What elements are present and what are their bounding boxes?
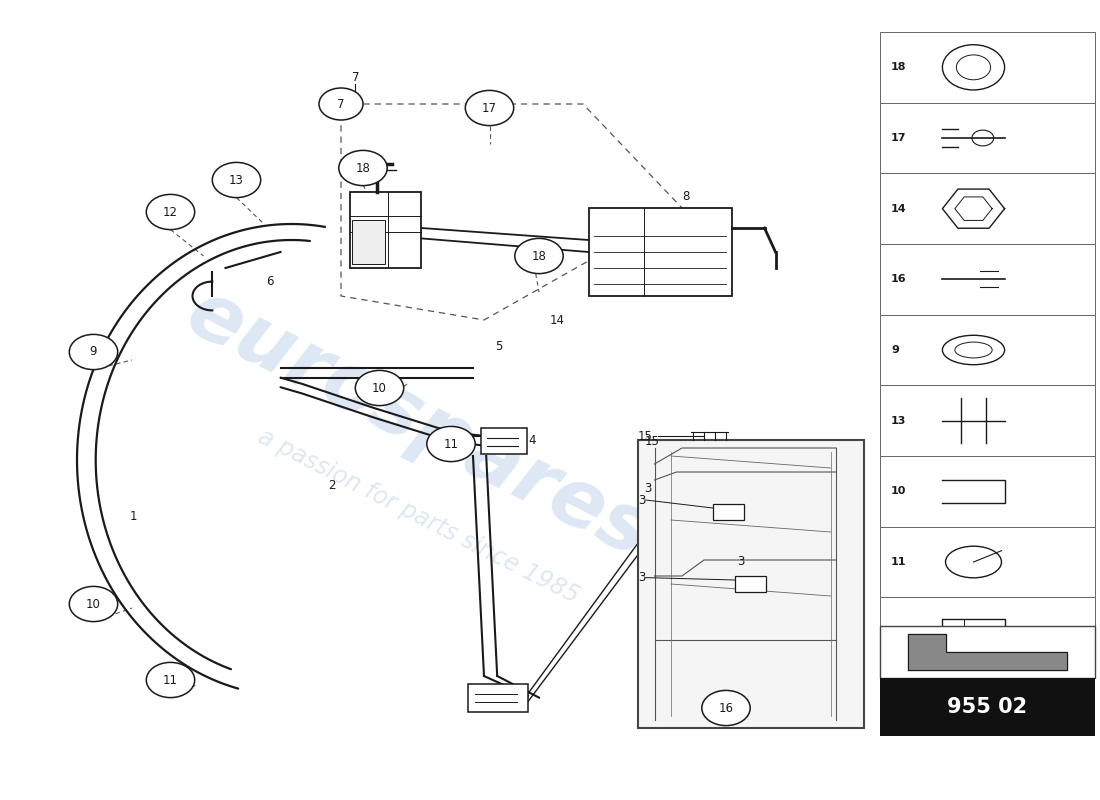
Text: 17: 17 <box>482 102 497 114</box>
Text: 13: 13 <box>229 174 244 186</box>
Text: 5: 5 <box>495 340 503 353</box>
Text: 955 02: 955 02 <box>947 697 1027 717</box>
FancyBboxPatch shape <box>468 684 528 712</box>
Bar <box>880 526 1094 598</box>
Circle shape <box>212 162 261 198</box>
Text: 18: 18 <box>891 62 906 72</box>
Text: 11: 11 <box>443 438 459 450</box>
Text: 1: 1 <box>130 510 138 522</box>
Text: 18: 18 <box>531 250 547 262</box>
Polygon shape <box>908 634 1067 670</box>
FancyBboxPatch shape <box>713 504 744 520</box>
Bar <box>352 220 385 264</box>
Text: 3: 3 <box>645 482 652 494</box>
Bar <box>880 626 1094 678</box>
Bar <box>880 244 1094 314</box>
Bar <box>880 386 1094 456</box>
Bar <box>880 314 1094 386</box>
Text: 4: 4 <box>528 434 536 446</box>
Bar <box>880 102 1094 174</box>
Circle shape <box>69 586 118 622</box>
Text: 10: 10 <box>372 382 387 394</box>
FancyBboxPatch shape <box>588 208 732 296</box>
Text: 10: 10 <box>86 598 101 610</box>
Bar <box>880 456 1094 526</box>
Text: 12: 12 <box>891 628 906 638</box>
FancyBboxPatch shape <box>735 576 766 592</box>
Text: 16: 16 <box>718 702 734 714</box>
Text: 14: 14 <box>891 204 906 214</box>
Circle shape <box>146 662 195 698</box>
Bar <box>880 678 1094 736</box>
Text: 6: 6 <box>266 275 274 288</box>
Text: 2: 2 <box>328 479 336 492</box>
Text: 17: 17 <box>891 133 906 143</box>
Text: 7: 7 <box>352 71 359 84</box>
Text: 7: 7 <box>338 98 344 110</box>
Text: 12: 12 <box>163 206 178 218</box>
FancyBboxPatch shape <box>481 428 527 454</box>
Text: 8: 8 <box>682 190 690 202</box>
Circle shape <box>465 90 514 126</box>
Text: 18: 18 <box>355 162 371 174</box>
Text: 10: 10 <box>891 486 906 496</box>
Circle shape <box>355 370 404 406</box>
Bar <box>638 440 864 728</box>
Bar <box>880 174 1094 244</box>
Text: 11: 11 <box>163 674 178 686</box>
Circle shape <box>319 88 363 120</box>
Text: 3: 3 <box>638 571 646 584</box>
Text: 14: 14 <box>550 314 565 326</box>
FancyBboxPatch shape <box>350 192 421 268</box>
Text: 15: 15 <box>645 435 660 448</box>
Text: a passion for parts since 1985: a passion for parts since 1985 <box>254 424 582 608</box>
Text: 3: 3 <box>737 555 745 568</box>
Text: 15: 15 <box>638 430 653 442</box>
Circle shape <box>515 238 563 274</box>
Text: 3: 3 <box>638 494 646 506</box>
Circle shape <box>339 150 387 186</box>
Bar <box>880 32 1094 102</box>
Text: 16: 16 <box>891 274 906 284</box>
Circle shape <box>146 194 195 230</box>
Circle shape <box>69 334 118 370</box>
Bar <box>880 598 1094 668</box>
Circle shape <box>427 426 475 462</box>
Text: 9: 9 <box>891 345 899 355</box>
Text: 13: 13 <box>891 416 906 426</box>
Text: eurospares: eurospares <box>174 274 662 574</box>
Text: 9: 9 <box>90 346 97 358</box>
Circle shape <box>702 690 750 726</box>
Text: 11: 11 <box>891 557 906 567</box>
